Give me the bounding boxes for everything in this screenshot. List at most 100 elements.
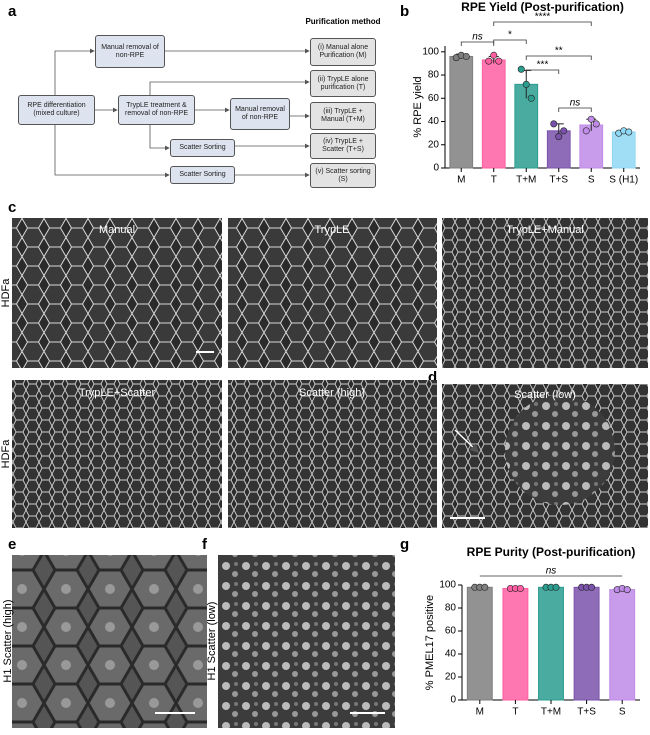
side-label: H1 Scatter (high) [2,599,14,682]
data-point [522,80,530,88]
micrograph-cluster [505,395,615,505]
significance-bracket [493,21,592,26]
x-tick-label: S (H1) [609,175,638,186]
image-label: TrypLE+Scatter [79,387,156,399]
diagram-outcome: (iv) TrypLE + Scatter (T+S) [310,133,376,159]
image-label: TrypLE+Manual [506,224,584,236]
bar [611,131,636,169]
y-tick-label: 60 [428,93,440,104]
y-tick-label: 60 [445,626,457,637]
data-point [552,583,560,591]
micrograph [228,380,437,528]
data-point [592,120,600,128]
row-label: HDFa [0,439,12,469]
diagram-node: Scatter Sorting [170,139,235,157]
image-label: Scatter (low) [514,389,576,401]
y-tick-label: 0 [433,163,439,174]
y-tick-label: 80 [428,70,440,81]
diagram-node: RPE differentiation (mixed culture) [18,95,95,125]
y-tick-label: 0 [450,695,456,706]
micrograph [218,555,395,728]
significance-label: ** [555,46,563,57]
data-point [550,120,558,128]
significance-label: *** [537,60,549,71]
data-point [555,133,563,141]
significance-label: ns [570,98,581,109]
image-label: Scatter (high) [299,387,365,399]
panel-label: e [8,536,16,553]
x-tick-label: T+M [516,175,536,186]
data-point [516,584,524,592]
significance-label: **** [535,12,551,23]
data-point [517,65,525,73]
significance-label: ns [472,32,483,43]
bar [449,55,474,169]
bar [609,589,636,701]
micrograph [228,218,437,368]
data-point [587,115,595,123]
panel-label: g [400,536,409,553]
bar [502,587,529,701]
data-point [582,127,590,135]
image-label: TrypLE [314,224,349,236]
diagram-node: Scatter Sorting [170,166,235,184]
micrograph [12,555,207,728]
data-point [462,52,470,60]
data-point [481,583,489,591]
x-tick-label: T+S [549,175,568,186]
micrograph [12,218,222,368]
data-point [495,57,503,65]
micrograph [12,380,222,528]
diagram-node: Manual removal of non-RPE [95,35,165,68]
data-point [485,57,493,65]
significance-label: ns [546,566,557,577]
x-tick-label: S [588,175,595,186]
panel-label: f [202,536,208,553]
micrograph [442,218,648,368]
significance-bracket [558,107,592,112]
y-tick-label: 20 [445,672,457,683]
side-label: H1 Scatter (low) [206,602,218,681]
diagram-node: Manual removal of non-RPE [230,98,290,130]
significance-bracket [493,39,527,44]
y-tick-label: 80 [445,603,457,614]
panel-label: c [8,199,16,216]
data-point [588,583,596,591]
x-tick-label: T+M [541,707,561,718]
bar [466,586,493,701]
diagram-outcome: (v) Scatter sorting (S) [310,163,376,188]
y-tick-label: 40 [428,116,440,127]
y-tick-label: 40 [445,649,457,660]
chart-title: RPE Yield (Post-purification) [461,0,624,14]
y-axis-label: % PMEL17 positive [424,595,436,690]
significance-bracket [525,55,592,60]
x-tick-label: T [491,175,497,186]
panel-label: b [400,3,409,20]
diagram-outcome: (i) Manual alone Purification (M) [310,38,376,66]
data-point [623,586,631,594]
x-tick-label: M [457,175,465,186]
x-tick-label: S [619,707,626,718]
arrow [454,429,480,454]
panel-label: a [8,3,17,20]
y-axis-label: % RPE yield [412,76,424,137]
bar [573,586,600,701]
x-tick-label: M [476,707,484,718]
flow-arrows [54,48,310,178]
data-point [625,128,633,136]
data-point [560,127,568,135]
significance-bracket [525,69,560,74]
x-tick-label: T+S [577,707,596,718]
bar [481,59,506,169]
data-point [490,51,498,59]
bar [538,586,564,701]
data-point [527,94,535,102]
diagram-outcome: (ii) TrypLE alone purification (T) [310,70,376,97]
image-label: Manual [99,224,135,236]
y-tick-label: 20 [428,139,440,150]
y-tick-label: 100 [439,580,456,591]
y-tick-label: 100 [422,46,439,57]
diagram-node: TrypLE treatment & removal of non-RPE [118,95,195,125]
